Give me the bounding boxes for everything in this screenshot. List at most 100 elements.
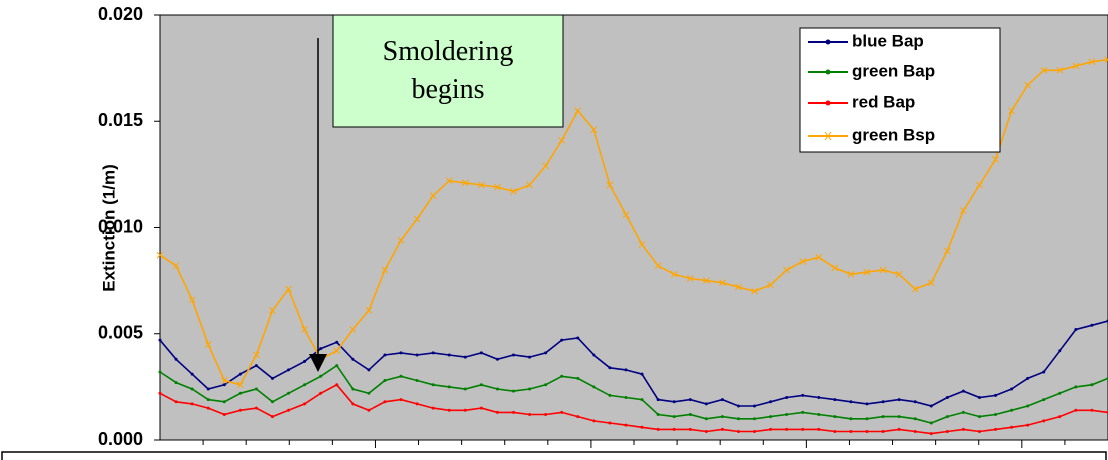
marker (992, 156, 999, 163)
marker (608, 366, 612, 370)
marker (1090, 323, 1094, 327)
marker (254, 406, 258, 410)
marker (1090, 408, 1094, 412)
marker (463, 355, 467, 359)
marker (624, 368, 628, 372)
marker (158, 338, 162, 342)
marker (994, 413, 998, 416)
marker (495, 410, 499, 414)
marker (303, 383, 307, 387)
marker (383, 379, 387, 382)
marker (960, 207, 967, 214)
marker (592, 419, 596, 423)
marker (801, 410, 805, 414)
marker (785, 427, 789, 431)
marker (254, 364, 258, 368)
marker (945, 430, 949, 433)
marker (640, 425, 644, 429)
marker (222, 400, 226, 404)
marker (656, 427, 660, 431)
marker (1010, 425, 1014, 429)
marker (849, 400, 853, 404)
marker (461, 179, 469, 187)
marker (190, 402, 194, 406)
marker (222, 413, 226, 416)
marker (190, 372, 194, 376)
y-tick-label: 0.020 (98, 4, 143, 24)
marker (831, 264, 839, 272)
marker (656, 413, 660, 416)
marker (686, 275, 694, 282)
marker (672, 427, 676, 431)
marker (188, 296, 196, 304)
marker (1010, 408, 1014, 412)
marker (528, 413, 532, 416)
marker (704, 430, 708, 433)
marker (927, 279, 935, 287)
marker (817, 427, 821, 431)
marker (1026, 376, 1030, 380)
marker (785, 396, 789, 399)
marker (270, 376, 274, 380)
marker (640, 372, 644, 376)
marker (1088, 58, 1096, 66)
marker (1090, 383, 1094, 387)
marker (817, 413, 821, 416)
marker (1058, 391, 1062, 395)
marker (413, 215, 421, 223)
marker (753, 417, 757, 421)
marker (397, 236, 405, 244)
marker (269, 307, 276, 314)
marker (688, 413, 692, 416)
marker (1058, 349, 1062, 353)
marker (190, 387, 194, 391)
marker (365, 307, 373, 314)
marker (592, 385, 596, 389)
marker (431, 406, 435, 410)
marker (1058, 415, 1062, 419)
marker (801, 393, 805, 397)
y-tick-label: 0.015 (98, 110, 143, 130)
marker (785, 413, 789, 416)
marker (799, 258, 807, 265)
marker (367, 391, 371, 395)
marker (447, 353, 451, 357)
legend-label: red Bap (852, 92, 915, 111)
marker (817, 396, 821, 399)
marker (672, 400, 676, 404)
marker (351, 387, 355, 391)
marker (1010, 387, 1014, 391)
marker (447, 385, 451, 389)
marker (526, 181, 533, 189)
marker (1026, 404, 1030, 408)
marker (638, 241, 646, 248)
marker (608, 421, 612, 425)
marker (783, 266, 790, 274)
marker (319, 391, 323, 395)
marker (1042, 419, 1046, 423)
marker (415, 379, 419, 382)
marker (913, 400, 917, 404)
series-line (159, 383, 1108, 435)
marker (174, 400, 178, 404)
marker (1024, 81, 1032, 89)
marker (287, 368, 291, 372)
marker (204, 341, 212, 348)
marker (736, 404, 740, 408)
marker (656, 398, 660, 402)
annotation-box (332, 14, 564, 128)
marker (431, 383, 435, 387)
marker (702, 277, 710, 284)
note-box (1, 451, 1107, 460)
legend-marker (825, 100, 831, 106)
marker (399, 374, 403, 378)
marker (156, 251, 164, 259)
marker (238, 391, 242, 395)
marker (1026, 423, 1030, 427)
marker (333, 347, 341, 355)
marker (897, 398, 901, 402)
marker (1074, 408, 1078, 412)
marker (977, 396, 981, 399)
marker (945, 396, 949, 399)
